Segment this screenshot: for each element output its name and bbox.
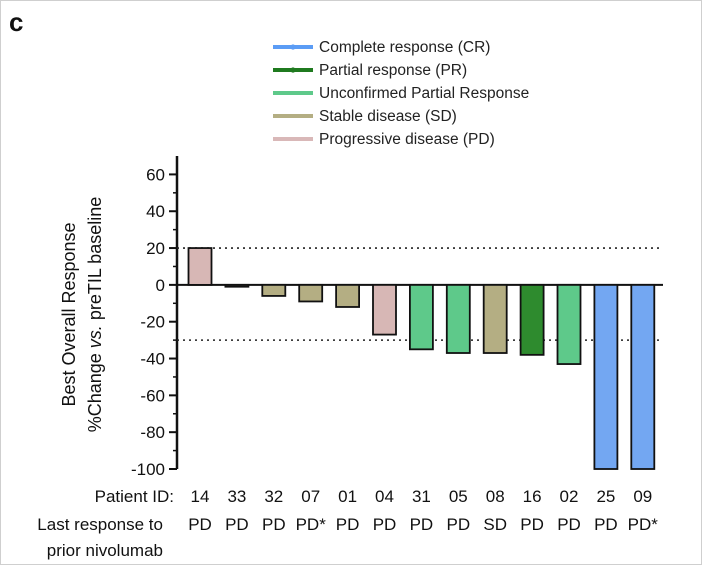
y-tick-label: 20 [146,239,165,258]
patient-id-row-label: Patient ID: [95,487,174,506]
y-tick-label: 0 [156,276,165,295]
last-response-row-label: Last response to [37,515,163,534]
prior-response-label: PD [373,515,397,534]
patient-id-label: 04 [375,487,394,506]
patient-id-label: 05 [449,487,468,506]
prior-response-label: PD [557,515,581,534]
prior-response-label: PD [225,515,249,534]
patient-id-label: 09 [633,487,652,506]
bar-patient-16 [519,283,545,356]
bar-patient-32 [261,283,287,297]
last-response-row-label-2: prior nivolumab [47,541,163,560]
y-tick-label: 40 [146,202,165,221]
patient-id-label: 16 [523,487,542,506]
bar-patient-05 [445,283,471,354]
bar-patient-25 [593,283,619,470]
patient-id-label: 07 [301,487,320,506]
patient-id-label: 01 [338,487,357,506]
legend-marker [290,67,296,73]
legend-label: Unconfirmed Partial Response [319,85,529,102]
plot-area: 60 40 20 0 -20 -40 -60 -80 -100 Patient ID: Last r… [37,156,663,560]
y-tick-label: -60 [140,386,165,405]
legend-label: Progressive disease (PD) [319,131,495,148]
patient-id-label: 32 [264,487,283,506]
y-tick-label: -20 [140,313,165,332]
y-axis-label-line-1: Best Overall Response [59,222,79,406]
y-tick-label: -80 [140,423,165,442]
prior-response-label: PD [262,515,286,534]
patient-id-label: 25 [596,487,615,506]
patient-id-label: 08 [486,487,505,506]
y-axis-label-line-2: %Change vs. preTIL baseline [85,197,105,433]
prior-response-label: PD [594,515,618,534]
legend-label: Complete response (CR) [319,39,490,56]
y-tick-label: -40 [140,350,165,369]
legend-item-pd: Progressive disease (PD) [273,131,495,148]
patient-id-label: 31 [412,487,431,506]
prior-response-label: PD* [296,515,327,534]
patient-id-label: 14 [191,487,210,506]
prior-response-label: SD [483,515,507,534]
bar-patient-31 [408,283,434,351]
bar-patient-09 [630,283,656,470]
legend-item-pr: Partial response (PR) [273,62,467,79]
legend-item-cr: Complete response (CR) [273,39,490,56]
legend: Complete response (CR) Partial response (… [273,39,529,148]
bar-patient-07 [298,283,324,303]
legend-marker [290,44,296,50]
bar-patient-04 [372,283,397,336]
legend-item-sd: Stable disease (SD) [273,108,457,125]
bar-patient-08 [482,283,508,354]
patient-id-label: 33 [227,487,246,506]
bar-patient-14 [187,247,213,286]
prior-response-label: PD [188,515,212,534]
bar-patient-01 [335,283,361,308]
bar-patient-02 [556,283,582,365]
legend-label: Partial response (PR) [319,62,467,79]
prior-response-label: PD [446,515,470,534]
prior-response-label: PD [520,515,544,534]
y-tick-label: -100 [131,460,165,479]
y-tick-label: 60 [146,165,165,184]
prior-response-label: PD* [628,515,659,534]
bar-patient-33 [224,283,250,288]
prior-response-label: PD [410,515,434,534]
legend-item-upr: Unconfirmed Partial Response [273,85,529,102]
panel-label: c [9,7,23,37]
y-axis-label: Best Overall Response %Change vs. preTIL … [59,197,105,433]
prior-response-label: PD [336,515,360,534]
legend-label: Stable disease (SD) [319,108,457,125]
patient-id-label: 02 [560,487,579,506]
